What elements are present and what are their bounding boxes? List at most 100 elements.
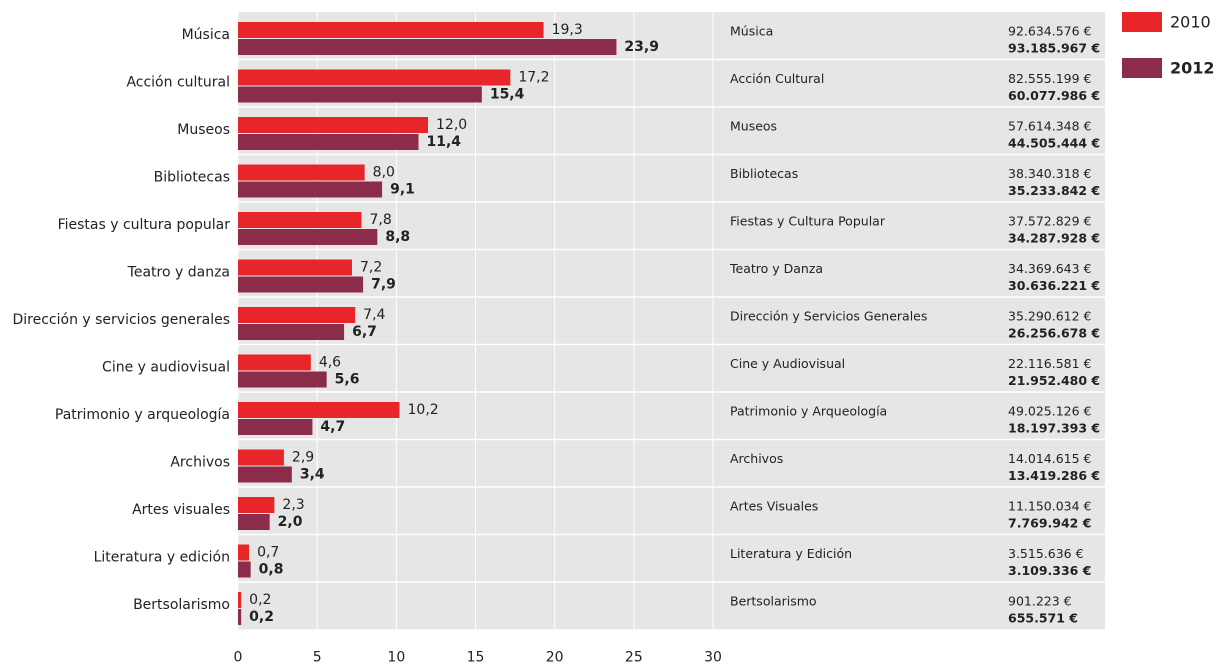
bar (238, 164, 365, 181)
bar (238, 212, 362, 228)
value-label: 6,7 (352, 324, 377, 340)
bar (238, 419, 313, 435)
value-label: 0,8 (259, 562, 284, 578)
x-tick-label: 0 (234, 650, 243, 666)
bar (238, 561, 251, 578)
value-label: 19,3 (552, 22, 583, 38)
value-label: 15,4 (490, 87, 525, 103)
table-amount: 14.014.615 € (1008, 451, 1092, 466)
table-name: Bertsolarismo (730, 594, 817, 609)
value-label: 7,2 (360, 260, 382, 276)
bar (238, 307, 356, 323)
value-label: 0,2 (249, 592, 271, 608)
legend-label: 2012 (1170, 59, 1215, 78)
table-amount: 35.290.612 € (1008, 309, 1092, 324)
category-label: Música (182, 27, 230, 43)
table-name: Fiestas y Cultura Popular (730, 214, 886, 229)
plot-background (238, 12, 1105, 630)
bar (238, 371, 327, 388)
bar (238, 117, 428, 133)
category-label: Bibliotecas (154, 170, 230, 186)
value-label: 12,0 (436, 117, 467, 133)
value-label: 17,2 (518, 70, 549, 86)
category-label: Bertsolarismo (133, 597, 230, 613)
table-amount: 655.571 € (1008, 611, 1078, 626)
x-tick-label: 20 (546, 650, 564, 666)
bar (238, 324, 345, 340)
table-amount: 57.614.348 € (1008, 119, 1092, 134)
table-amount: 3.109.336 € (1008, 563, 1091, 578)
value-label: 23,9 (624, 39, 659, 55)
value-label: 5,6 (335, 372, 360, 388)
table-name: Bibliotecas (730, 166, 798, 181)
table-name: Patrimonio y Arqueología (730, 404, 887, 419)
value-label: 2,3 (282, 497, 304, 513)
table-amount: 82.555.199 € (1008, 71, 1092, 86)
bar (238, 86, 482, 103)
bar (238, 514, 270, 530)
value-label: 4,7 (320, 419, 345, 435)
x-tick-label: 15 (467, 650, 485, 666)
table-amount: 34.287.928 € (1008, 231, 1100, 246)
table-amount: 11.150.034 € (1008, 499, 1092, 514)
category-label: Teatro y danza (127, 265, 230, 281)
bar (238, 466, 292, 483)
bar (238, 229, 378, 245)
table-amount: 3.515.636 € (1008, 546, 1084, 561)
value-label: 0,2 (249, 609, 274, 625)
table-amount: 901.223 € (1008, 594, 1072, 609)
table-amount: 26.256.678 € (1008, 326, 1100, 341)
x-tick-label: 5 (313, 650, 322, 666)
table-amount: 30.636.221 € (1008, 278, 1100, 293)
bar (238, 449, 284, 466)
x-tick-label: 30 (704, 650, 722, 666)
value-label: 8,8 (385, 229, 410, 245)
category-label: Artes visuales (132, 502, 230, 518)
table-amount: 38.340.318 € (1008, 166, 1092, 181)
table-name: Dirección y Servicios Generales (730, 309, 927, 324)
table-name: Cine y Audiovisual (730, 356, 845, 371)
value-label: 2,9 (292, 450, 314, 466)
table-amount: 93.185.967 € (1008, 41, 1100, 56)
table-amount: 92.634.576 € (1008, 24, 1092, 39)
bar (238, 402, 400, 418)
bar (238, 259, 352, 276)
value-label: 4,6 (319, 355, 341, 371)
legend-label: 2010 (1170, 13, 1211, 32)
table-name: Literatura y Edición (730, 546, 852, 561)
bar (238, 544, 250, 561)
legend-swatch (1122, 12, 1162, 32)
value-label: 3,4 (300, 467, 325, 483)
table-amount: 13.419.286 € (1008, 468, 1100, 483)
table-amount: 21.952.480 € (1008, 373, 1100, 388)
x-tick-label: 25 (625, 650, 643, 666)
table-amount: 35.233.842 € (1008, 183, 1100, 198)
table-name: Teatro y Danza (729, 261, 823, 276)
category-label: Patrimonio y arqueología (55, 407, 230, 423)
bar (238, 39, 617, 55)
table-name: Acción Cultural (730, 71, 824, 86)
bar (238, 276, 364, 293)
bar (238, 69, 511, 86)
x-tick-label: 10 (387, 650, 405, 666)
table-amount: 22.116.581 € (1008, 356, 1092, 371)
bar (238, 609, 242, 625)
bar (238, 22, 544, 38)
category-label: Dirección y servicios generales (13, 312, 231, 328)
value-label: 8,0 (373, 165, 395, 181)
bar (238, 592, 242, 608)
category-label: Fiestas y cultura popular (58, 217, 231, 233)
bar (238, 181, 383, 198)
category-label: Literatura y edición (94, 550, 230, 566)
table-name: Museos (730, 119, 777, 134)
value-label: 7,8 (370, 212, 392, 228)
legend-swatch (1122, 58, 1162, 78)
value-label: 10,2 (408, 402, 439, 418)
value-label: 11,4 (427, 134, 462, 150)
table-name: Archivos (730, 451, 783, 466)
value-label: 7,4 (363, 307, 385, 323)
category-label: Cine y audiovisual (102, 360, 230, 376)
table-amount: 37.572.829 € (1008, 214, 1092, 229)
bar (238, 354, 311, 371)
